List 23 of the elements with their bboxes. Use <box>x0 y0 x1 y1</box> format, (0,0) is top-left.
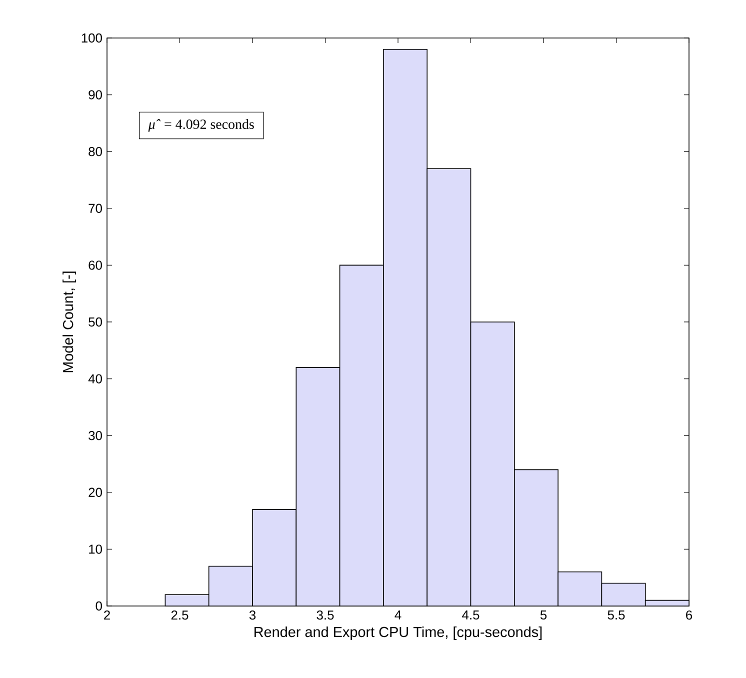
x-tick-label: 4 <box>394 610 402 620</box>
y-tick-label: 90 <box>88 90 102 100</box>
x-tick-label: 3 <box>249 610 256 620</box>
y-tick-label: 80 <box>88 146 102 156</box>
y-tick-label: 40 <box>88 374 102 384</box>
y-tick-label: 20 <box>88 488 102 497</box>
y-tick-label: 10 <box>89 544 102 554</box>
x-axis-title: Render and Export CPU Time, [cpu-seconds] <box>254 626 542 640</box>
x-tick-label: 5.5 <box>608 610 625 620</box>
x-tick-label: 2 <box>104 610 110 620</box>
x-tick-label: 4.5 <box>462 610 480 620</box>
x-tick-label: 3.5 <box>316 610 334 620</box>
annotation: μ̂ = 4.092 seconds <box>148 119 254 132</box>
y-tick-label: 50 <box>88 317 102 327</box>
x-tick-label: 2.5 <box>171 610 188 620</box>
y-axis-title: Model Count, [-] <box>62 272 76 372</box>
y-tick-label: 30 <box>88 430 102 440</box>
y-tick-label: 70 <box>88 204 102 213</box>
y-tick-label: 60 <box>88 260 102 270</box>
x-tick-label: 6 <box>686 610 692 620</box>
y-tick-label: 100 <box>82 33 102 43</box>
x-tick-label: 5 <box>540 610 547 620</box>
y-tick-label: 0 <box>96 601 102 611</box>
